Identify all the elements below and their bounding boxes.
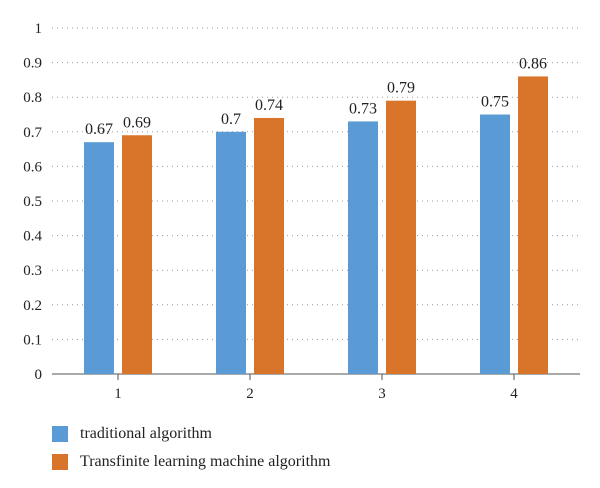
x-tick-label: 2 — [246, 386, 254, 402]
y-tick-label: 0.1 — [23, 332, 42, 348]
x-tick-label: 1 — [114, 386, 122, 402]
bar-series-1 — [348, 121, 378, 374]
bar-series-1 — [480, 114, 510, 374]
data-label: 0.73 — [349, 100, 377, 117]
data-label: 0.69 — [123, 114, 151, 131]
x-tick-label: 3 — [378, 386, 386, 402]
chart-canvas: 0 0.1 0.2 0.3 0.4 0.5 0.6 0.7 0.8 0.9 1 1 0.67 0.69 2 0… — [23, 21, 580, 402]
bar-series-1 — [216, 131, 246, 374]
data-label: 0.67 — [85, 121, 113, 138]
y-tick-label: 0 — [35, 367, 43, 383]
legend-item-series-1: traditional algorithm — [52, 420, 330, 448]
legend-swatch-series-2 — [52, 454, 68, 470]
y-tick-label: 0.4 — [23, 229, 42, 245]
y-tick-label: 1 — [35, 21, 43, 37]
data-label: 0.79 — [387, 80, 415, 97]
data-label: 0.75 — [481, 94, 509, 111]
legend-label-series-1: traditional algorithm — [80, 425, 212, 442]
data-label: 0.86 — [519, 55, 547, 72]
legend-item-series-2: Transfinite learning machine algorithm — [52, 448, 330, 476]
y-tick-label: 0.3 — [23, 263, 42, 279]
bar-series-2 — [122, 135, 152, 374]
bar-series-2 — [386, 100, 416, 374]
y-tick-label: 0.6 — [23, 159, 42, 175]
y-tick-label: 0.7 — [23, 125, 42, 141]
data-label: 0.74 — [255, 97, 283, 114]
x-tick-label: 4 — [510, 386, 518, 402]
y-tick-label: 0.9 — [23, 56, 42, 72]
bar-series-2 — [518, 76, 548, 374]
y-tick-label: 0.8 — [23, 90, 42, 106]
legend-label-series-2: Transfinite learning machine algorithm — [80, 453, 331, 470]
bar-series-2 — [254, 117, 284, 375]
bar-series-1 — [84, 142, 114, 374]
legend: traditional algorithm Transfinite learni… — [52, 420, 330, 476]
y-tick-label: 0.5 — [23, 194, 42, 210]
legend-swatch-series-1 — [52, 426, 68, 442]
data-label: 0.7 — [221, 111, 241, 128]
y-tick-label: 0.2 — [23, 298, 42, 314]
